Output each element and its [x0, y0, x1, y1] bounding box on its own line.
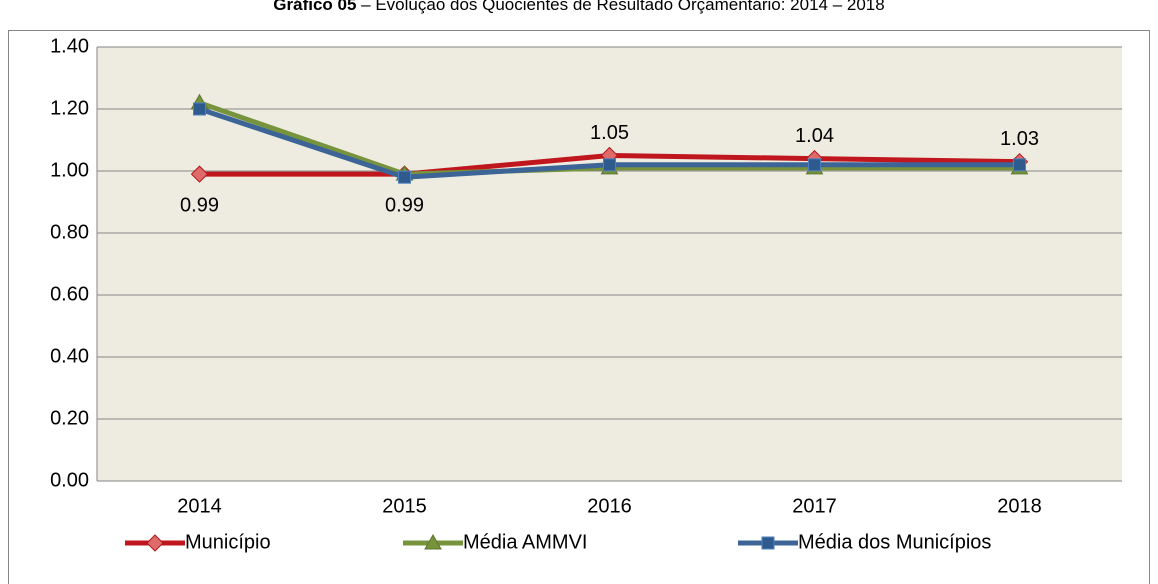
y-tick-label: 1.00 [50, 159, 89, 181]
x-tick-label: 2018 [997, 495, 1042, 517]
legend-label: Município [185, 531, 271, 553]
y-tick-label: 0.20 [50, 407, 89, 429]
data-label: 1.03 [1000, 128, 1039, 150]
legend-label: Média dos Municípios [798, 531, 991, 553]
legend-label: Média AMMVI [463, 531, 587, 553]
x-tick-label: 2017 [792, 495, 837, 517]
title-rest: – Evolução dos Quocientes de Resultado O… [356, 0, 884, 14]
y-tick-label: 0.00 [50, 469, 89, 491]
series-marker [808, 158, 821, 172]
x-tick-label: 2015 [382, 495, 427, 517]
y-tick-label: 0.60 [50, 283, 89, 305]
series-marker [398, 170, 411, 184]
x-tick-label: 2016 [587, 495, 632, 517]
legend-marker [146, 534, 164, 552]
legend-marker [424, 533, 442, 550]
x-tick-label: 2014 [177, 495, 222, 517]
data-label: 1.05 [590, 122, 629, 144]
data-label: 0.99 [180, 194, 219, 216]
series-marker [193, 102, 206, 116]
y-tick-label: 1.40 [50, 35, 89, 57]
series-marker [1013, 158, 1026, 172]
chart-title: Gráfico 05 – Evolução dos Quocientes de … [273, 0, 884, 14]
plot-area [97, 47, 1122, 481]
series-marker [603, 158, 616, 172]
y-tick-label: 0.80 [50, 221, 89, 243]
series-marker [190, 165, 209, 183]
y-tick-label: 0.40 [50, 345, 89, 367]
data-label: 0.99 [385, 194, 424, 216]
title-bold: Gráfico 05 [273, 0, 356, 14]
legend-marker [761, 536, 775, 550]
y-tick-label: 1.20 [50, 97, 89, 119]
data-label: 1.04 [795, 125, 834, 147]
